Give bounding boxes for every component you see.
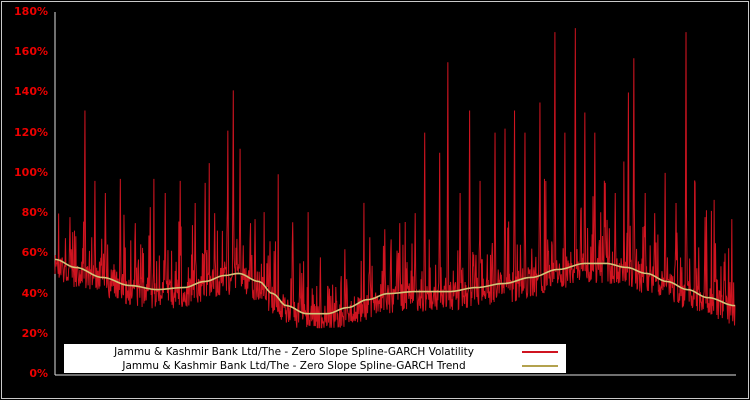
- legend-item-volatility: Jammu & Kashmir Bank Ltd/The - Zero Slop…: [64, 345, 566, 359]
- y-tick-label: 180%: [14, 5, 48, 18]
- y-tick-label: 160%: [14, 45, 48, 59]
- legend: Jammu & Kashmir Bank Ltd/The - Zero Slop…: [64, 344, 566, 373]
- y-tick-label: 120%: [14, 125, 48, 139]
- y-tick-label: 60%: [21, 246, 48, 260]
- y-tick-label: 20%: [21, 326, 48, 340]
- legend-label-trend: Jammu & Kashmir Bank Ltd/The - Zero Slop…: [122, 359, 466, 372]
- y-tick-label: 80%: [21, 206, 48, 220]
- y-tick-label: 40%: [21, 286, 48, 300]
- trend-series-line: [54, 258, 736, 315]
- volatility-line-sample-icon: [522, 350, 558, 353]
- trend-line-sample-icon: [522, 364, 558, 367]
- volatility-series-line: [54, 28, 736, 329]
- legend-item-trend: Jammu & Kashmir Bank Ltd/The - Zero Slop…: [64, 359, 566, 373]
- legend-label-volatility: Jammu & Kashmir Bank Ltd/The - Zero Slop…: [114, 345, 474, 358]
- y-tick-label: 0%: [29, 367, 48, 380]
- y-tick-label: 140%: [14, 85, 48, 99]
- y-axis: 0% 20% 40% 60% 80% 100% 120% 140% 160% 180%: [0, 0, 50, 400]
- y-tick-label: 100%: [14, 165, 48, 179]
